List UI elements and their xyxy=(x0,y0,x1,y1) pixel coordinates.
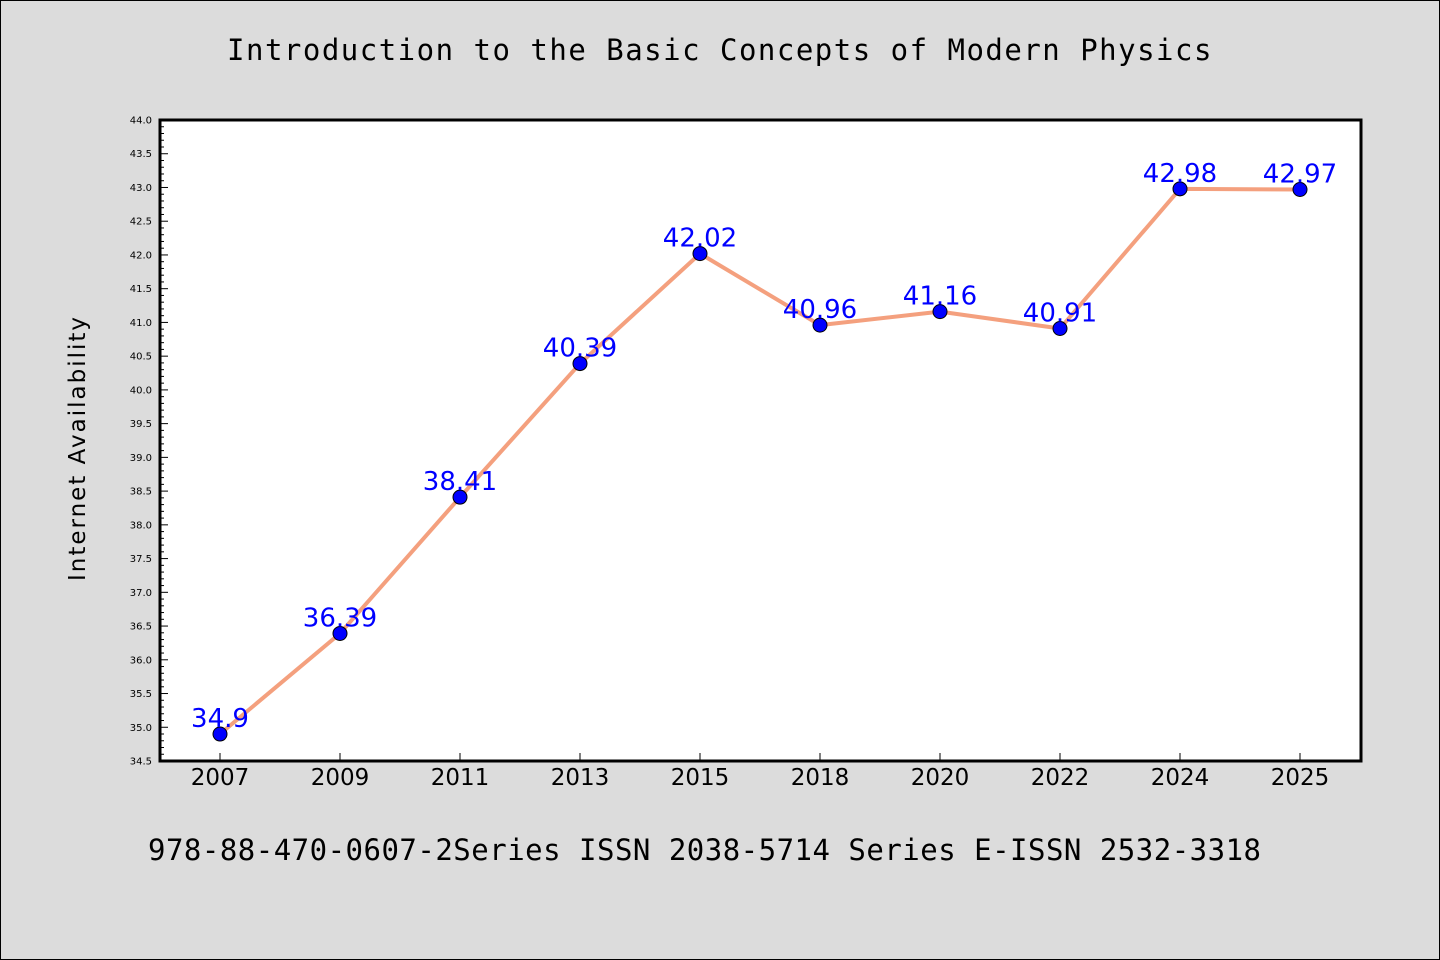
x-tick-label: 2007 xyxy=(191,765,250,791)
series-layer xyxy=(212,181,1308,742)
x-tick-label: 2022 xyxy=(1031,765,1090,791)
data-label: 38.41 xyxy=(423,467,497,497)
y-tick-label: 40.5 xyxy=(130,352,152,363)
y-tick-label: 44.0 xyxy=(130,116,152,127)
x-tick-label: 2015 xyxy=(671,765,730,791)
y-tick-label: 41.5 xyxy=(130,284,152,295)
y-tick-label: 38.0 xyxy=(130,520,152,531)
y-tick-label: 40.0 xyxy=(130,385,152,396)
data-point xyxy=(1292,181,1308,197)
data-label: 41.16 xyxy=(903,282,977,312)
y-tick-label: 43.5 xyxy=(130,149,152,160)
data-point xyxy=(1052,320,1068,336)
y-tick-label: 42.0 xyxy=(130,250,152,261)
y-tick-label: 42.5 xyxy=(130,217,152,228)
data-label: 36.39 xyxy=(303,603,377,633)
y-tick-label: 35.0 xyxy=(130,723,152,734)
data-label: 40.39 xyxy=(543,334,617,364)
x-tick-label: 2009 xyxy=(311,765,370,791)
y-tick-label: 38.5 xyxy=(130,487,152,498)
y-tick-label: 39.5 xyxy=(130,419,152,430)
data-label: 42.02 xyxy=(663,224,737,254)
data-point xyxy=(572,356,588,372)
y-tick-label: 34.5 xyxy=(130,757,152,768)
data-label: 40.91 xyxy=(1023,298,1097,328)
data-label: 34.9 xyxy=(191,704,249,734)
series-line xyxy=(218,186,1302,737)
data-label: 40.96 xyxy=(783,295,857,325)
y-axis-title: Internet Availability xyxy=(65,315,91,581)
chart-title: Introduction to the Basic Concepts of Mo… xyxy=(227,33,1213,67)
data-point xyxy=(692,246,708,262)
x-tick-label: 2025 xyxy=(1271,765,1330,791)
y-tick-label: 37.5 xyxy=(130,554,152,565)
y-axis: 34.5 35.0 35.5 36.0 36.5 37.0 37.5 38.0 38.5 39.0… xyxy=(130,116,168,768)
plot-area xyxy=(158,118,1363,763)
x-tick-label: 2020 xyxy=(911,765,970,791)
data-point xyxy=(932,304,948,320)
y-tick-label: 37.0 xyxy=(130,588,152,599)
y-tick-label: 43.0 xyxy=(130,183,152,194)
data-point xyxy=(812,317,828,333)
y-tick-label: 36.5 xyxy=(130,622,152,633)
y-tick-label: 41.0 xyxy=(130,318,152,329)
x-tick-label: 2018 xyxy=(791,765,850,791)
data-point xyxy=(212,726,228,742)
x-tick-label: 2013 xyxy=(551,765,610,791)
data-point xyxy=(1172,181,1188,197)
y-tick-label: 36.0 xyxy=(130,655,152,666)
x-tick-label: 2011 xyxy=(431,765,490,791)
data-point xyxy=(452,489,468,505)
y-tick-label: 39.0 xyxy=(130,453,152,464)
x-tick-label: 2024 xyxy=(1151,765,1210,791)
data-label-layer: 34.9 36.39 38.41 40.39 42.02 40.96 41.16 40.91 4… xyxy=(191,159,1337,734)
x-axis: 2007 2009 2011 2013 2015 2018 2020 2022 2024 2025 xyxy=(191,753,1330,791)
chart-footer: 978-88-470-0607-2Series ISSN 2038-5714 S… xyxy=(148,833,1262,867)
data-label: 42.98 xyxy=(1143,159,1217,189)
y-tick-label: 35.5 xyxy=(130,689,152,700)
data-label: 42.97 xyxy=(1263,159,1337,189)
data-point xyxy=(332,625,348,641)
